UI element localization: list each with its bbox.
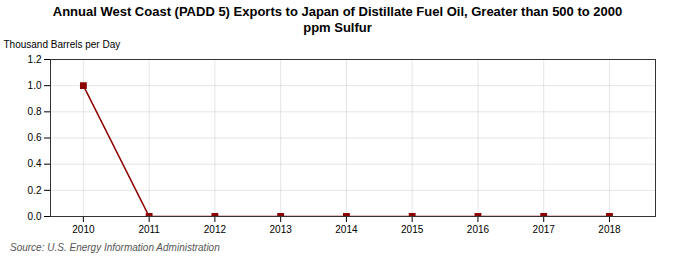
svg-text:2015: 2015 (401, 224, 424, 235)
svg-text:2010: 2010 (72, 224, 95, 235)
svg-text:2018: 2018 (598, 224, 621, 235)
svg-text:2017: 2017 (533, 224, 556, 235)
svg-text:2014: 2014 (335, 224, 358, 235)
svg-text:0.4: 0.4 (28, 159, 42, 170)
svg-text:1.2: 1.2 (28, 54, 42, 65)
svg-text:0.8: 0.8 (28, 106, 42, 117)
svg-text:2016: 2016 (467, 224, 490, 235)
svg-text:1.0: 1.0 (28, 80, 42, 91)
svg-text:0.2: 0.2 (28, 185, 42, 196)
svg-text:2011: 2011 (138, 224, 160, 235)
html-text:Annual West Coast (PADD 5) Exp: Annual West Coast (PADD 5) Exports to Ja… (52, 4, 623, 35)
svg-text:Thousand Barrels per Day: Thousand Barrels per Day (4, 39, 121, 50)
html-text:Source: U.S. Energy Informatio: Source: U.S. Energy Information Administ… (10, 242, 220, 254)
svg-text:2012: 2012 (204, 224, 227, 235)
svg-text:0.0: 0.0 (28, 211, 42, 222)
svg-text:2013: 2013 (270, 224, 293, 235)
svg-text:0.6: 0.6 (28, 132, 42, 143)
